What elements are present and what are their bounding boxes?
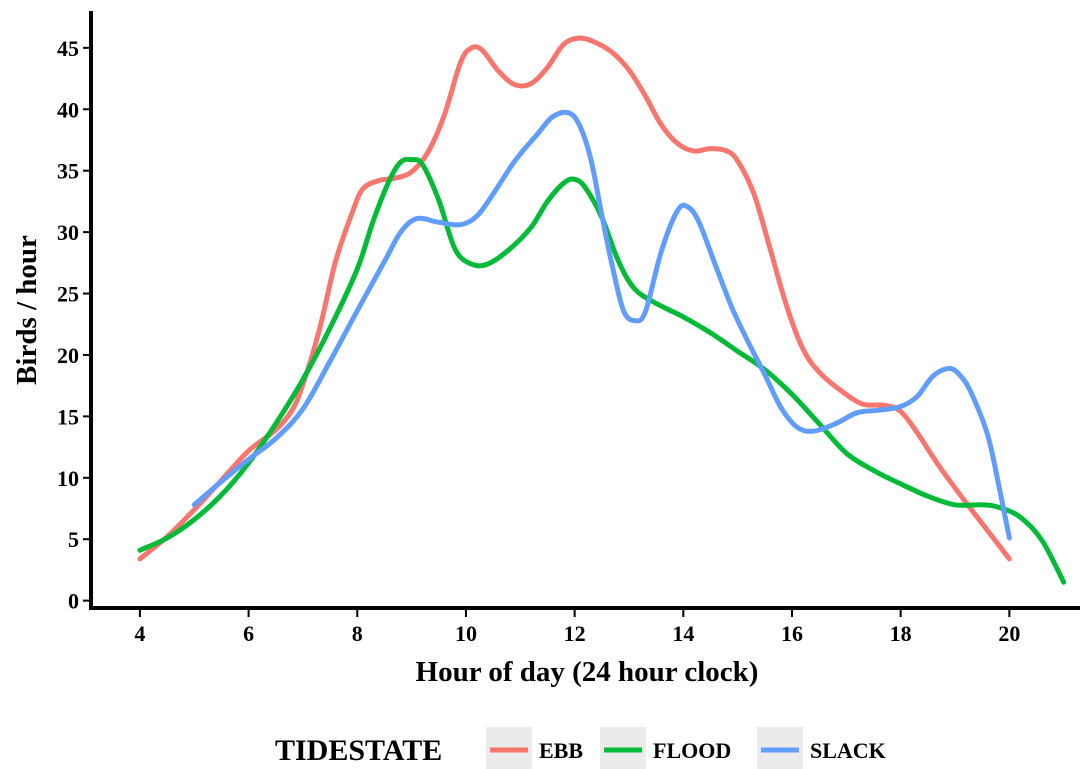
legend-label-flood: FLOOD: [653, 738, 731, 763]
y-tick-label: 0: [68, 589, 79, 614]
y-axis-title: Birds / hour: [11, 235, 43, 385]
series-line-ebb: [137, 35, 1012, 562]
y-tick-label: 10: [57, 466, 79, 491]
x-tick-label: 10: [455, 621, 477, 646]
x-tick-label: 6: [243, 621, 254, 646]
legend-label-slack: SLACK: [810, 738, 886, 763]
x-tick-label: 18: [890, 621, 912, 646]
legend-title: TIDESTATE: [275, 734, 442, 767]
y-tick-label: 30: [57, 220, 79, 245]
y-tick-label: 5: [68, 527, 79, 552]
y-tick-label: 40: [57, 97, 79, 122]
series-line-slack: [191, 109, 1012, 541]
y-tick-label: 20: [57, 343, 79, 368]
x-tick-label: 16: [781, 621, 803, 646]
x-tick-label: 14: [672, 621, 694, 646]
y-tick-label: 35: [57, 159, 79, 184]
y-tick-label: 45: [57, 36, 79, 61]
legend: TIDESTATE EBB FLOOD SLACK: [275, 727, 886, 769]
y-tick-label: 15: [57, 404, 79, 429]
x-tick-label: 4: [134, 621, 145, 646]
x-axis-title: Hour of day (24 hour clock): [416, 656, 759, 688]
y-tick-label: 25: [57, 282, 79, 307]
x-tick-label: 20: [998, 621, 1020, 646]
series-line-flood: [137, 156, 1067, 585]
x-tick-label: 8: [352, 621, 363, 646]
y-ticks: 0 5 10 15 20 25 30 35 40 45: [57, 36, 91, 614]
legend-label-ebb: EBB: [539, 738, 583, 763]
x-tick-label: 12: [564, 621, 586, 646]
x-ticks: 4 6 8 10 12 14 16 18 20: [134, 608, 1020, 646]
series-lines: [137, 35, 1067, 585]
